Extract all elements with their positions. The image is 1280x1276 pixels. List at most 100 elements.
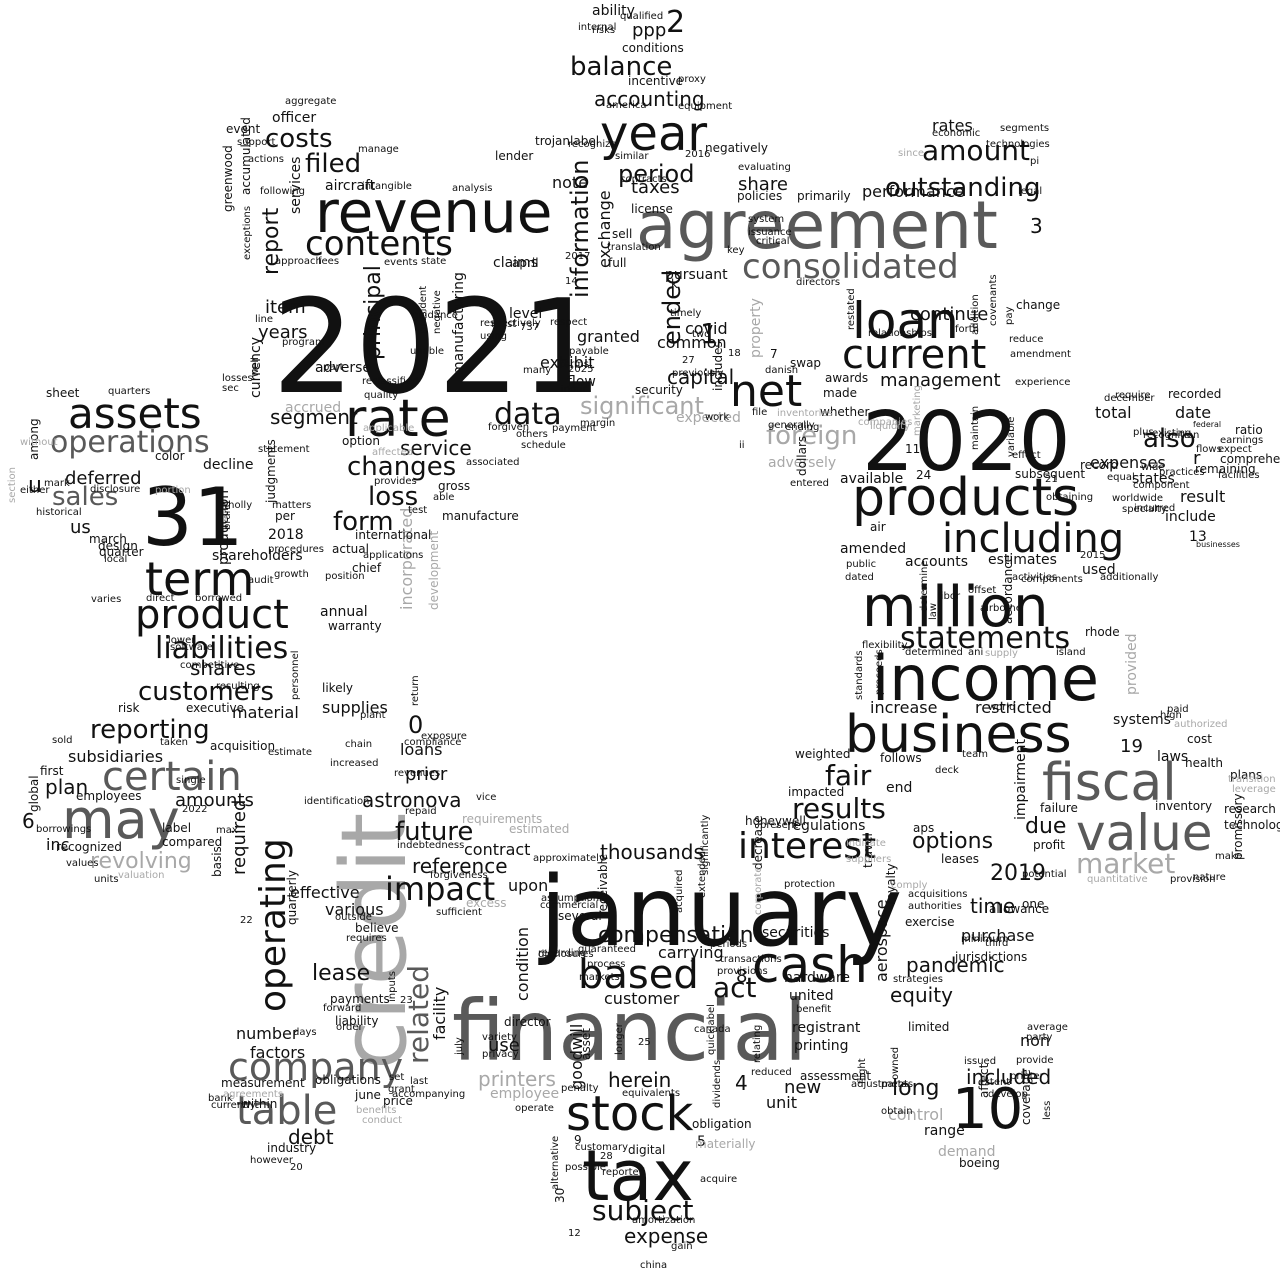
cloud-word: sales [52,482,118,512]
cloud-word: conditions [622,41,684,55]
cloud-word: direct [146,593,175,604]
cloud-word: comply [891,880,927,891]
cloud-word: deck [935,765,959,776]
cloud-word: shares [190,656,256,680]
cloud-word: historical [36,507,82,518]
cloud-word: leverage [1232,784,1276,795]
cloud-word: new [784,1077,821,1098]
cloud-word: canada [694,1024,731,1035]
cloud-word: 14 [565,276,578,287]
cloud-word: identification [304,796,369,807]
cloud-word: industry [267,1141,316,1155]
cloud-word: security [635,383,683,397]
cloud-word: result [1180,487,1225,506]
cloud-word: manufacturing [451,272,467,375]
cloud-word: sufficient [436,907,482,918]
cloud-word: strategies [893,974,943,985]
cloud-word: proceeds [874,649,885,695]
cloud-word: operate [515,1103,554,1114]
cloud-word: factors [250,1043,305,1062]
cloud-word: impairment [1013,738,1029,820]
cloud-word: period [618,160,694,188]
cloud-word: commercial [540,900,598,911]
cloud-word: critical [756,236,790,247]
cloud-word: march [89,532,127,546]
cloud-word: significant [580,392,704,420]
cloud-word: terms [560,359,589,370]
cloud-word: loan [852,292,959,350]
cloud-word: reclassified [362,376,418,387]
cloud-word: lower [168,635,196,646]
cloud-word: annual [320,604,368,620]
cloud-word: wide [1141,462,1164,473]
cloud-word: protection [784,879,835,890]
cloud-word: plant [360,710,386,721]
cloud-word: per [275,509,295,523]
cloud-word: brand [222,501,233,530]
cloud-word: use [488,1035,520,1056]
cloud-word: revenue [315,178,552,246]
cloud-word: act [713,971,757,1004]
cloud-word: december [1104,393,1155,404]
cloud-word: label [162,821,191,835]
cloud-word: pi [1030,156,1039,167]
cloud-word: supply [985,648,1018,659]
cloud-word: demand [938,1144,995,1160]
cloud-word: issuance [748,227,792,238]
cloud-word: among [27,418,41,460]
cloud-word: penalty [561,1083,599,1094]
cloud-word: state [421,256,446,267]
cloud-word: reduce [1009,334,1043,345]
cloud-word: benefits [356,1105,396,1116]
cloud-word: proxy [678,74,706,85]
cloud-word: forgiven [488,422,529,433]
cloud-word: provide [1016,1055,1054,1066]
cloud-word: value [1076,804,1213,862]
cloud-word: digital [628,1143,665,1157]
cloud-word: rates [932,116,973,135]
cloud-word: change [1016,298,1060,312]
cloud-word: able [433,492,454,503]
cloud-word: option [342,434,380,448]
cloud-word: provided [1124,634,1140,695]
cloud-word: legal [1018,186,1042,197]
cloud-word: china [640,1260,667,1271]
cloud-word: technologies [986,139,1050,150]
cloud-word: forward [323,1003,361,1014]
cloud-word: restated [846,288,857,330]
cloud-word: assessment [800,1069,871,1083]
cloud-word: matters [272,500,311,511]
cloud-word: awards [825,371,868,385]
cloud-word: equipment [678,101,732,112]
cloud-word: judgments [264,439,278,504]
cloud-word: recognize [568,139,617,150]
cloud-word: accompanying [392,1089,465,1100]
cloud-word: well [250,357,261,377]
cloud-word: restricted [975,698,1052,717]
cloud-word: services [288,157,304,214]
cloud-word: bank [208,1093,233,1104]
cloud-word: provision [1170,874,1216,885]
cloud-word: aerospace [872,899,891,982]
cloud-word: airborne [980,603,1022,614]
cloud-word: maintain [970,406,981,450]
cloud-word: respectively [480,318,541,329]
cloud-word: companies [858,417,912,428]
cloud-word: equal [1107,472,1135,483]
cloud-word: 21 [1045,474,1058,485]
cloud-word: amendment [1010,349,1071,360]
cloud-word: transactions [720,954,782,965]
cloud-word: current [842,332,986,378]
cloud-word: longer [614,1022,625,1055]
cloud-word: material [232,703,299,722]
cloud-word: years [258,322,308,343]
cloud-word: 25 [638,1037,651,1048]
cloud-word: continue [910,304,988,325]
cloud-word: conduct [362,1115,402,1126]
cloud-word: travel [861,833,875,868]
cloud-word: average [1027,1022,1068,1033]
cloud-word: events [384,257,418,268]
cloud-word: excess [466,896,507,910]
cloud-word: taxes [631,177,680,198]
